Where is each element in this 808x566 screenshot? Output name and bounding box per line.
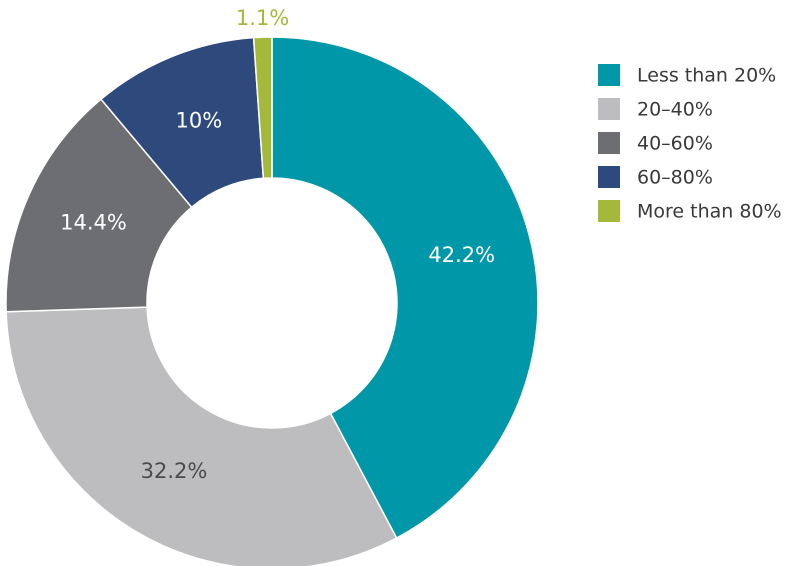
data-label: 1.1% [236, 6, 289, 30]
data-label: 10% [175, 109, 222, 133]
legend-swatch [598, 132, 620, 154]
legend-swatch [598, 200, 620, 222]
legend-swatch [598, 166, 620, 188]
legend-label: 40–60% [637, 133, 713, 155]
legend-label: More than 80% [637, 201, 782, 223]
legend-label: 20–40% [637, 99, 713, 121]
legend-swatch [598, 98, 620, 120]
donut-slice [252, 36, 273, 180]
donut-slice [271, 36, 539, 540]
legend-swatch [598, 64, 620, 86]
data-label: 32.2% [141, 459, 208, 483]
data-label: 14.4% [60, 210, 127, 234]
data-label: 42.2% [428, 243, 495, 267]
legend-label: 60–80% [637, 167, 713, 189]
donut-slice [5, 306, 398, 566]
legend-label: Less than 20% [637, 65, 776, 87]
